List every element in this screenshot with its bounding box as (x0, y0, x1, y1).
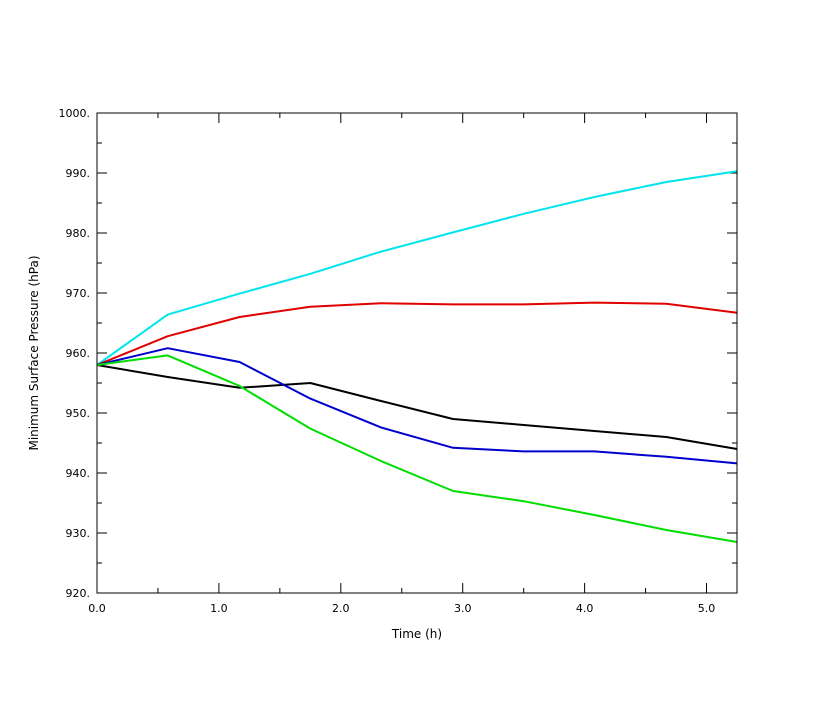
y-tick-label: 980. (66, 227, 91, 240)
series-line-2 (96, 301, 738, 366)
y-tick-label: 950. (66, 407, 91, 420)
series-line-4 (96, 347, 738, 465)
y-axis-title: Minimum Surface Pressure (hPa) (27, 255, 41, 450)
series-layer (96, 170, 738, 543)
y-tick-label: 990. (66, 167, 91, 180)
tick-labels: 0.0 1.0 2.0 3.0 4.0 5.0 920. 930. 940. 950. 960. 97… (59, 107, 716, 615)
plot-frame (96, 112, 738, 594)
y-tick-label: 930. (66, 527, 91, 540)
x-tick-label: 0.0 (88, 602, 106, 615)
x-tick-label: 1.0 (210, 602, 228, 615)
x-tick-label: 5.0 (698, 602, 716, 615)
x-axis-title: Time (h) (391, 627, 442, 641)
y-tick-label: 920. (66, 587, 91, 600)
series-line-1 (96, 170, 738, 366)
y-tick-label: 970. (66, 287, 91, 300)
y-tick-label: 960. (66, 347, 91, 360)
x-tick-label: 3.0 (454, 602, 472, 615)
y-tick-label: 1000. (59, 107, 91, 120)
y-tick-label: 940. (66, 467, 91, 480)
series-line-3 (96, 364, 738, 450)
series-line-5 (96, 354, 738, 543)
x-tick-label: 2.0 (332, 602, 350, 615)
x-tick-label: 4.0 (576, 602, 594, 615)
